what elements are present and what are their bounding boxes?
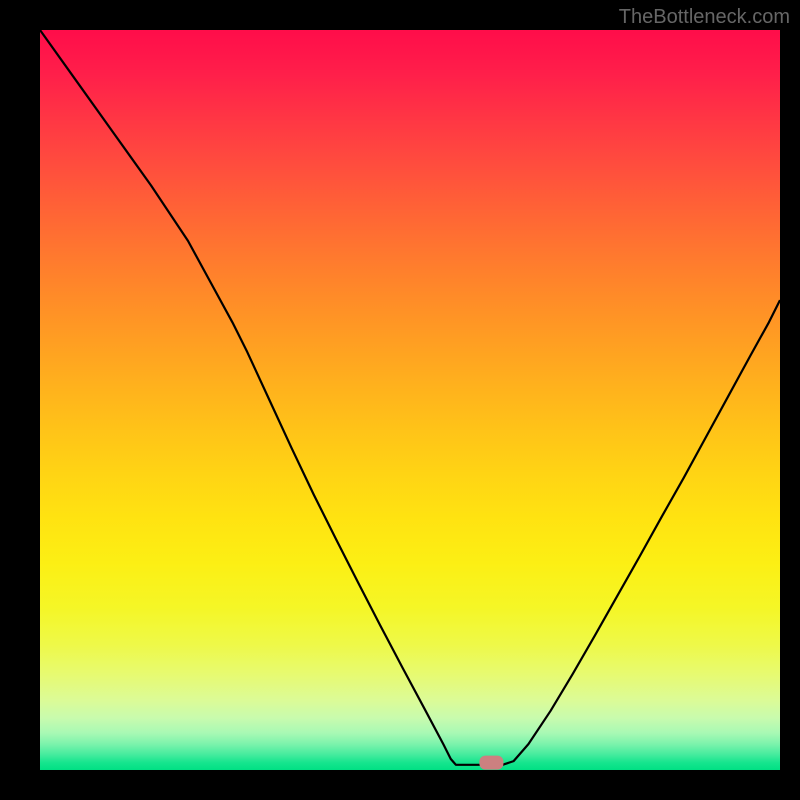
chart-background xyxy=(40,30,780,770)
frame-right xyxy=(780,0,800,800)
optimal-point-marker xyxy=(479,756,503,770)
frame-bottom xyxy=(0,770,800,800)
attribution-text: TheBottleneck.com xyxy=(619,6,790,29)
frame-left xyxy=(0,0,40,800)
bottleneck-chart xyxy=(0,0,800,800)
